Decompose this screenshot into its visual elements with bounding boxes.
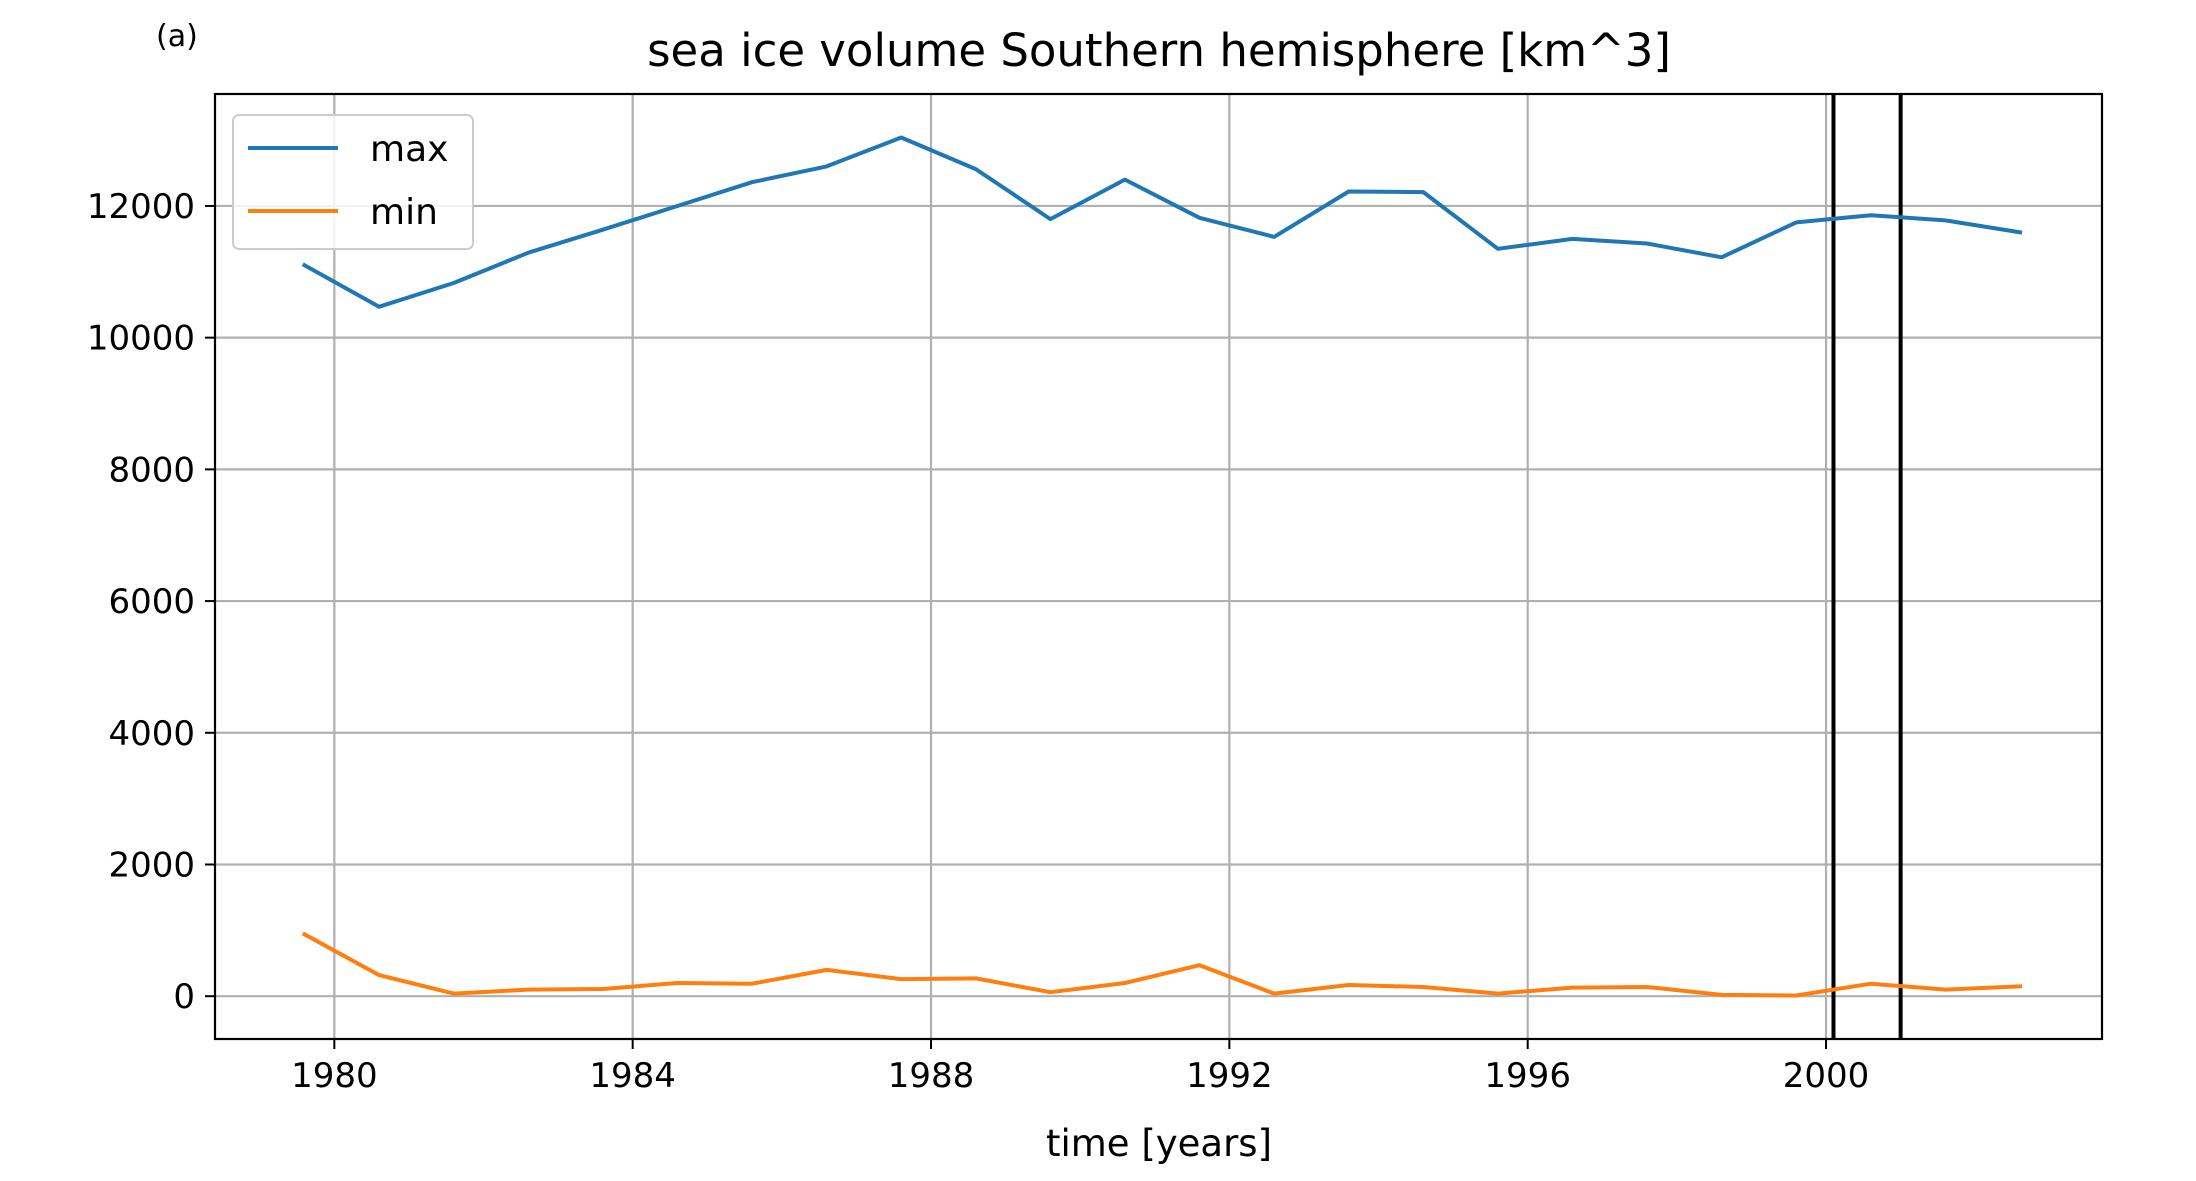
x-tick-label: 1988 xyxy=(888,1056,975,1096)
plot-area-frame xyxy=(213,92,2104,1041)
x-tick-label: 2000 xyxy=(1783,1056,1870,1096)
y-tick-label: 8000 xyxy=(108,450,195,490)
series-lines xyxy=(301,135,2023,998)
y-tick-label: 12000 xyxy=(87,187,195,227)
panel-label: (a) xyxy=(156,19,198,54)
x-tick-label: 1984 xyxy=(589,1056,676,1096)
x-tick-label: 1980 xyxy=(291,1056,378,1096)
series-line-max xyxy=(301,135,2023,309)
axis-ticks: 1980 1984 1988 1992 1996 2000 0 2000 4000 6000 800… xyxy=(87,187,1869,1096)
chart-title: sea ice volume Southern hemisphere [km^3… xyxy=(647,24,1671,77)
y-tick-label: 0 xyxy=(173,977,195,1017)
vertical-markers xyxy=(1831,94,1903,1039)
grid xyxy=(215,94,2102,1039)
x-tick-label: 1996 xyxy=(1484,1056,1571,1096)
series-line-min xyxy=(301,931,2023,998)
y-tick-label: 2000 xyxy=(108,845,195,885)
y-tick-label: 10000 xyxy=(87,319,195,359)
legend-label-min: min xyxy=(370,192,438,233)
x-tick-label: 1992 xyxy=(1186,1056,1273,1096)
y-tick-label: 6000 xyxy=(108,582,195,622)
legend: max min xyxy=(232,114,474,250)
legend-label-max: max xyxy=(370,129,448,170)
y-tick-label: 4000 xyxy=(108,714,195,754)
x-axis-label: time [years] xyxy=(1046,1122,1272,1165)
